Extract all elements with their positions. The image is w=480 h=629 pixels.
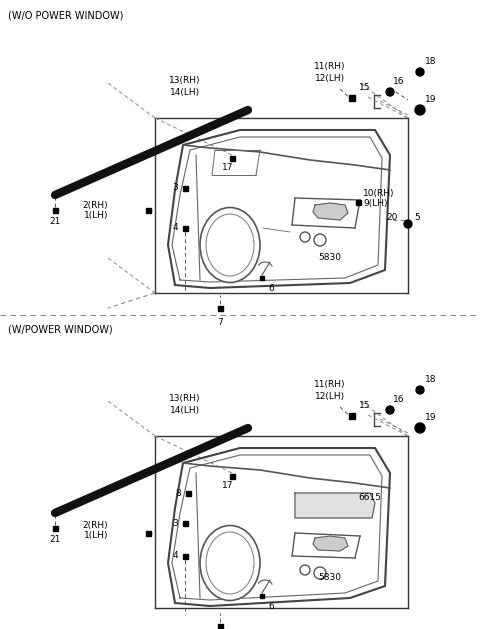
Text: 18: 18 (425, 376, 436, 384)
Circle shape (415, 423, 425, 433)
Text: (W/O POWER WINDOW): (W/O POWER WINDOW) (8, 10, 123, 20)
Circle shape (314, 567, 326, 579)
Bar (182, 226, 188, 230)
Polygon shape (313, 536, 348, 551)
Bar (182, 186, 188, 191)
Circle shape (314, 234, 326, 246)
Text: 11(RH): 11(RH) (314, 62, 346, 71)
Bar (145, 208, 151, 213)
Circle shape (404, 220, 412, 228)
Bar (217, 623, 223, 628)
Text: 6615: 6615 (358, 494, 381, 503)
Text: 19: 19 (425, 413, 436, 423)
Circle shape (300, 232, 310, 242)
Text: 1(LH): 1(LH) (84, 211, 108, 220)
Text: 3: 3 (172, 184, 178, 192)
Text: 14(LH): 14(LH) (170, 88, 200, 97)
Text: 7: 7 (217, 318, 223, 327)
Text: 16: 16 (393, 396, 405, 404)
Bar (182, 554, 188, 559)
Text: 9(LH): 9(LH) (363, 199, 387, 208)
Bar (260, 276, 264, 280)
Text: 4: 4 (172, 223, 178, 233)
Text: 18: 18 (425, 57, 436, 67)
Text: (W/POWER WINDOW): (W/POWER WINDOW) (8, 325, 113, 335)
Text: 19: 19 (425, 96, 436, 104)
Bar (229, 155, 235, 160)
Text: 21: 21 (49, 535, 60, 545)
Bar (182, 521, 188, 525)
Circle shape (386, 88, 394, 96)
Text: 6: 6 (268, 602, 274, 611)
Circle shape (415, 105, 425, 115)
Text: 2(RH): 2(RH) (83, 201, 108, 210)
Text: 6: 6 (268, 284, 274, 293)
Bar (145, 530, 151, 535)
Circle shape (386, 406, 394, 414)
Bar (52, 208, 58, 213)
Text: 3: 3 (172, 518, 178, 528)
Text: 16: 16 (393, 77, 405, 87)
Text: 17: 17 (222, 481, 234, 489)
Text: 15: 15 (359, 84, 370, 92)
Text: 13(RH): 13(RH) (169, 394, 201, 403)
Bar (349, 413, 355, 419)
Text: 17: 17 (222, 162, 234, 172)
Text: 12(LH): 12(LH) (315, 392, 345, 401)
Text: 14(LH): 14(LH) (170, 406, 200, 415)
Polygon shape (295, 493, 375, 518)
Bar (349, 95, 355, 101)
Text: 15: 15 (359, 401, 370, 411)
Circle shape (300, 565, 310, 575)
Text: 21: 21 (49, 218, 60, 226)
Text: 20: 20 (386, 213, 398, 223)
Text: 12(LH): 12(LH) (315, 74, 345, 83)
Circle shape (416, 68, 424, 76)
Ellipse shape (200, 208, 260, 282)
Bar (356, 199, 360, 204)
Bar (185, 491, 191, 496)
Bar (217, 306, 223, 311)
Text: 11(RH): 11(RH) (314, 380, 346, 389)
Text: 5830: 5830 (319, 253, 341, 262)
Text: 8: 8 (175, 489, 181, 498)
Text: 1(LH): 1(LH) (84, 531, 108, 540)
Ellipse shape (200, 525, 260, 601)
Text: 13(RH): 13(RH) (169, 76, 201, 85)
Bar (229, 474, 235, 479)
Polygon shape (313, 203, 348, 220)
Bar (260, 594, 264, 598)
Text: 10(RH): 10(RH) (363, 189, 395, 198)
Text: 2(RH): 2(RH) (83, 521, 108, 530)
Bar (52, 525, 58, 530)
Text: 4: 4 (172, 552, 178, 560)
Text: 5830: 5830 (319, 574, 341, 582)
Text: 5: 5 (414, 213, 420, 223)
Circle shape (416, 386, 424, 394)
